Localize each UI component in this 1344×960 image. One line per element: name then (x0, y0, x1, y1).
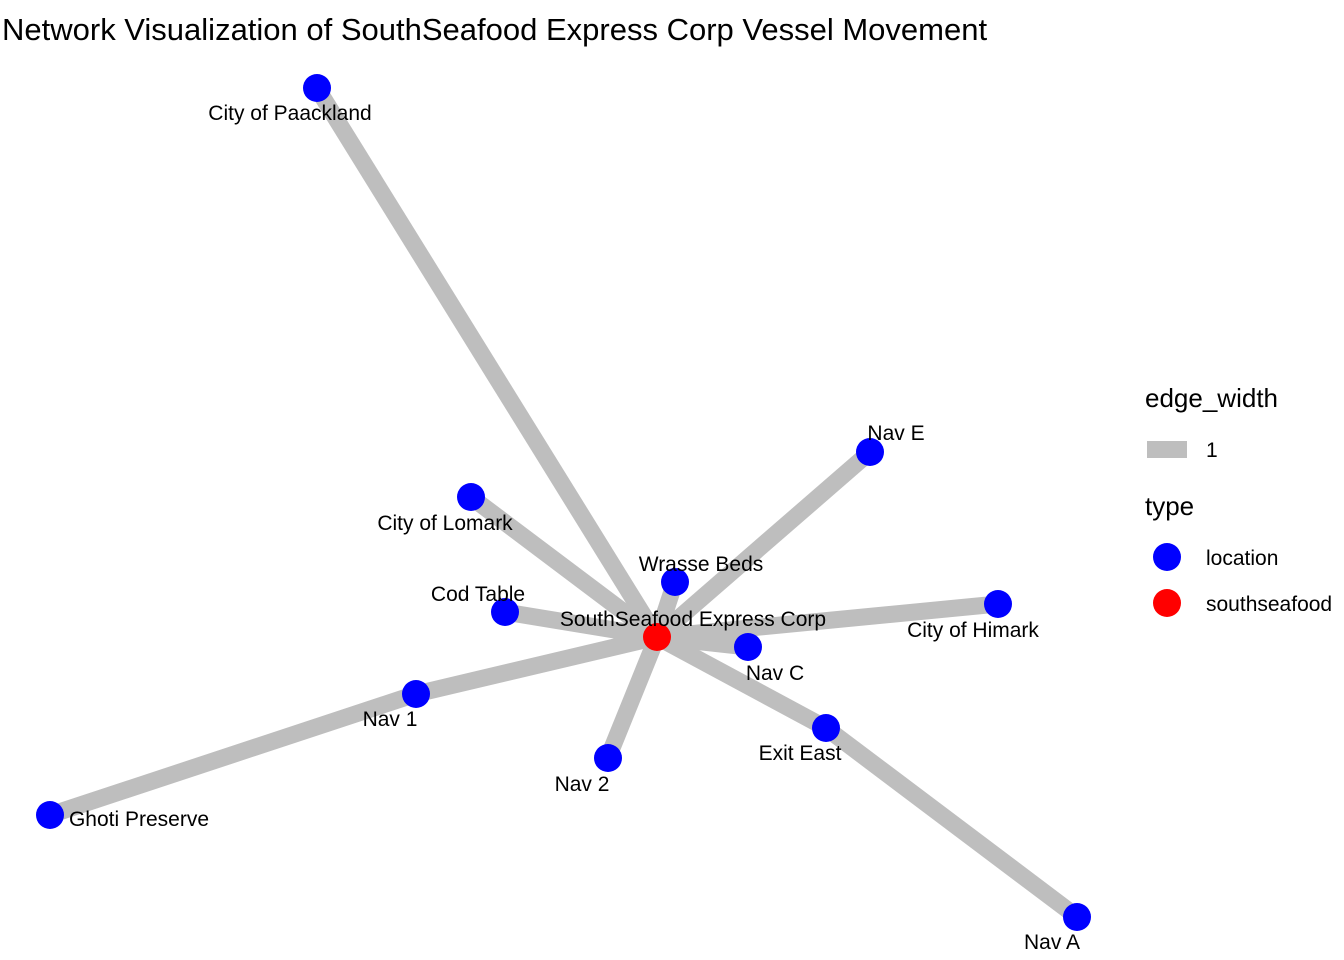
edge-exit-east-to-nav-a (820, 721, 1083, 924)
edge-southseafood-express-corp-to-city-of-paackland (309, 83, 665, 642)
node-label-city-of-lomark: City of Lomark (377, 512, 513, 535)
edge-layer (47, 83, 1083, 924)
node-label-cod-table: Cod Table (431, 583, 525, 606)
node-label-city-of-himark: City of Himark (907, 619, 1039, 642)
edge-southseafood-express-corp-to-nav-2 (600, 633, 665, 762)
legend-location-label: location (1206, 547, 1278, 570)
node-label-nav-a: Nav A (1024, 931, 1080, 954)
edge-southseafood-express-corp-to-exit-east (652, 629, 831, 736)
node-city-of-paackland (303, 74, 331, 102)
node-nav-1 (402, 680, 430, 708)
node-label-wrasse-beds: Wrasse Beds (639, 553, 764, 576)
node-label-ghoti-preserve: Ghoti Preserve (69, 808, 209, 831)
legend-edge-width-label: 1 (1206, 439, 1218, 462)
node-southseafood-express-corp (643, 623, 671, 651)
node-nav-2 (594, 744, 622, 772)
node-label-nav-e: Nav E (867, 422, 924, 445)
legend-location-key (1153, 543, 1181, 571)
legend-southseafood-label: southseafood (1206, 593, 1332, 616)
node-label-nav-2: Nav 2 (555, 773, 610, 796)
legend-title-edge-width: edge_width (1145, 383, 1278, 413)
edge-southseafood-express-corp-to-cod-table (503, 603, 659, 646)
node-city-of-lomark (457, 483, 485, 511)
legend-southseafood-key (1153, 589, 1181, 617)
node-ghoti-preserve (36, 801, 64, 829)
plot-title: Network Visualization of SouthSeafood Ex… (2, 12, 987, 47)
legend-title-type: type (1145, 491, 1194, 521)
node-label-nav-1: Nav 1 (363, 708, 418, 731)
node-label-exit-east: Exit East (759, 742, 842, 765)
label-layer: SouthSeafood Express Corp City of Paackla… (69, 102, 1080, 954)
node-label-city-of-paackland: City of Paackland (208, 102, 371, 125)
node-city-of-himark (984, 590, 1012, 618)
node-cod-table (491, 598, 519, 626)
legend: edge_width 1 type location southseafood (1145, 383, 1332, 617)
node-exit-east (812, 714, 840, 742)
node-label-nav-c: Nav C (746, 662, 804, 685)
edge-southseafood-express-corp-to-nav-1 (414, 628, 659, 703)
node-nav-e (856, 438, 884, 466)
edge-southseafood-express-corp-to-city-of-himark (656, 595, 999, 646)
node-layer (36, 74, 1091, 931)
edge-nav-1-to-ghoti-preserve (47, 685, 419, 824)
node-wrasse-beds (661, 568, 689, 596)
node-nav-c (734, 633, 762, 661)
edge-southseafood-express-corp-to-city-of-lomark (465, 490, 663, 644)
legend-edge-width-swatch (1147, 441, 1187, 458)
edge-southseafood-express-corp-to-nav-e (651, 445, 876, 644)
node-nav-a (1063, 903, 1091, 931)
node-label-southseafood-express-corp: SouthSeafood Express Corp (560, 608, 826, 631)
